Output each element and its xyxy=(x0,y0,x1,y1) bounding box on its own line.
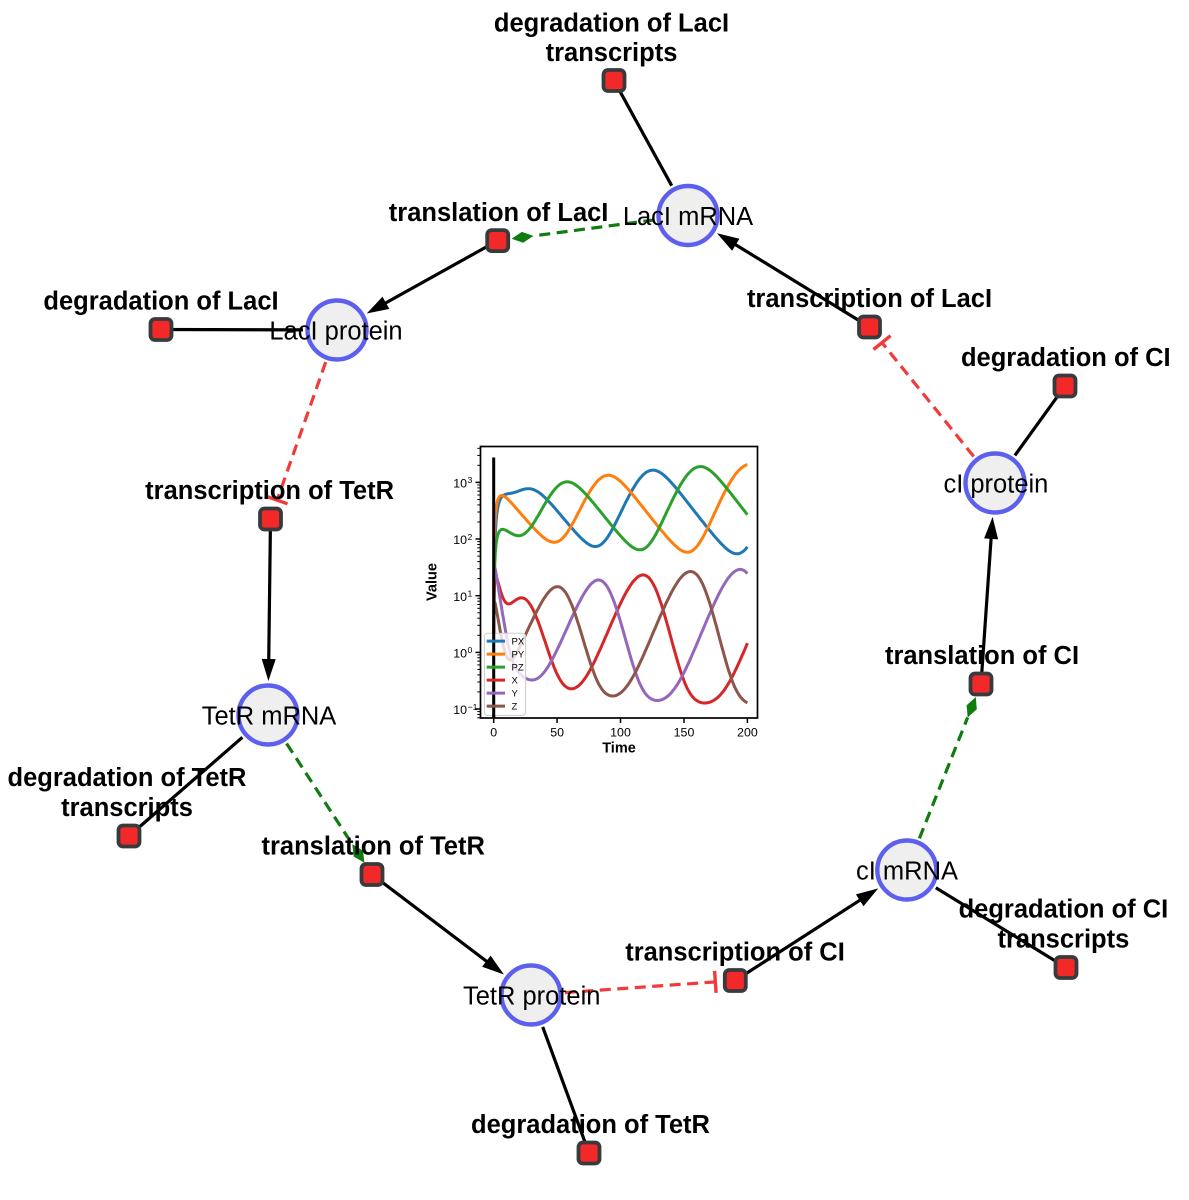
svg-text:transcripts: transcripts xyxy=(998,926,1130,954)
svg-text:cI protein: cI protein xyxy=(943,471,1048,499)
svg-text:cI mRNA: cI mRNA xyxy=(856,858,958,886)
svg-text:transcripts: transcripts xyxy=(61,794,193,822)
svg-text:degradation of TetR: degradation of TetR xyxy=(8,764,247,792)
svg-text:TetR protein: TetR protein xyxy=(463,983,601,1011)
svg-text:10: 10 xyxy=(453,703,467,717)
svg-text:100: 100 xyxy=(610,726,631,740)
svg-text:transcripts: transcripts xyxy=(546,39,678,67)
svg-text:degradation of CI: degradation of CI xyxy=(959,896,1169,924)
svg-text:3: 3 xyxy=(468,475,473,485)
svg-text:0: 0 xyxy=(468,645,473,655)
svg-text:degradation of CI: degradation of CI xyxy=(961,344,1171,372)
svg-text:LacI mRNA: LacI mRNA xyxy=(623,203,753,231)
svg-text:10: 10 xyxy=(453,477,467,491)
svg-text:200: 200 xyxy=(737,726,758,740)
svg-text:10: 10 xyxy=(453,647,467,661)
svg-text:degradation of LacI: degradation of LacI xyxy=(43,288,278,316)
svg-text:transcription of CI: transcription of CI xyxy=(625,939,845,967)
svg-text:transcription of LacI: transcription of LacI xyxy=(747,285,992,313)
svg-text:Y: Y xyxy=(512,689,519,700)
svg-text:50: 50 xyxy=(550,726,564,740)
svg-text:degradation of TetR: degradation of TetR xyxy=(471,1111,710,1139)
svg-text:Z: Z xyxy=(512,702,518,713)
svg-text:TetR mRNA: TetR mRNA xyxy=(202,703,337,731)
svg-text:2: 2 xyxy=(468,532,473,542)
svg-text:Time: Time xyxy=(602,741,636,757)
svg-text:10: 10 xyxy=(453,590,467,604)
svg-text:degradation of LacI: degradation of LacI xyxy=(494,10,729,38)
svg-text:transcription of TetR: transcription of TetR xyxy=(145,477,394,505)
svg-text:150: 150 xyxy=(674,726,695,740)
svg-text:10: 10 xyxy=(453,533,467,547)
svg-text:0: 0 xyxy=(490,726,497,740)
svg-text:LacI protein: LacI protein xyxy=(269,318,402,346)
svg-text:translation of TetR: translation of TetR xyxy=(262,833,485,861)
svg-text:PZ: PZ xyxy=(512,663,524,674)
svg-text:translation of LacI: translation of LacI xyxy=(389,199,609,227)
svg-text:PY: PY xyxy=(512,650,525,661)
svg-text:1: 1 xyxy=(468,589,473,599)
svg-text:X: X xyxy=(512,676,519,687)
svg-text:PX: PX xyxy=(512,637,525,648)
svg-text:−1: −1 xyxy=(468,702,478,712)
svg-text:translation of CI: translation of CI xyxy=(885,642,1079,670)
svg-text:Value: Value xyxy=(425,563,441,601)
